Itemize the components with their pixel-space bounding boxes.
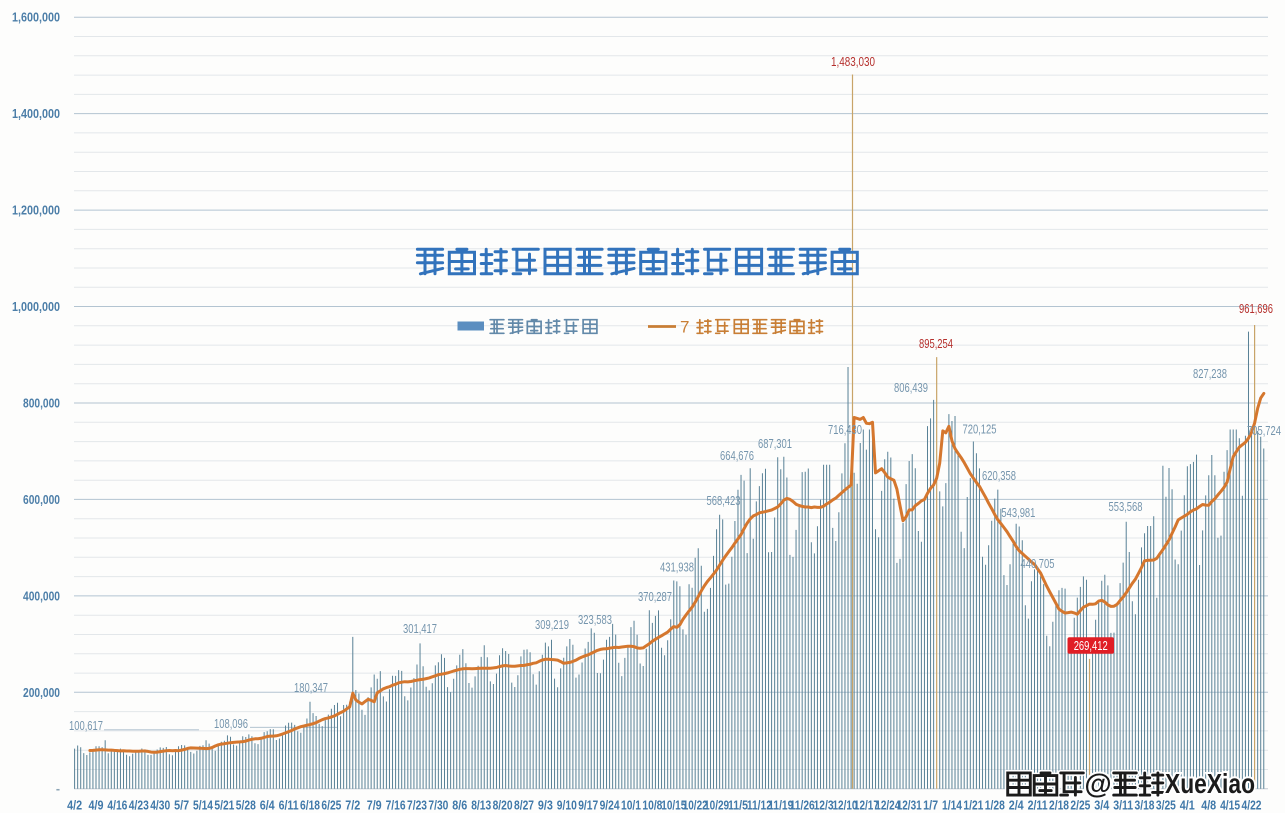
svg-text:323,583: 323,583 [578, 612, 612, 627]
svg-text:1/14: 1/14 [942, 798, 963, 813]
svg-text:720,125: 720,125 [963, 422, 997, 437]
svg-text:11/12: 11/12 [747, 798, 772, 813]
svg-text:4/15: 4/15 [1220, 798, 1240, 813]
svg-text:687,301: 687,301 [758, 436, 792, 451]
svg-text:6/4: 6/4 [260, 798, 276, 813]
svg-text:8/20: 8/20 [493, 798, 513, 813]
svg-text:8/13: 8/13 [471, 798, 491, 813]
svg-text:543,981: 543,981 [1001, 505, 1035, 520]
svg-text:10/8: 10/8 [642, 798, 662, 813]
svg-text:269,412: 269,412 [1074, 639, 1108, 653]
svg-text:9/24: 9/24 [600, 798, 621, 813]
svg-text:370,287: 370,287 [638, 589, 672, 604]
svg-text:806,439: 806,439 [894, 380, 928, 395]
svg-text:@: @ [1084, 768, 1111, 799]
svg-text:11/5: 11/5 [728, 798, 748, 813]
svg-text:12/24: 12/24 [875, 798, 901, 813]
svg-text:9/10: 9/10 [557, 798, 577, 813]
svg-text:7/2: 7/2 [345, 798, 360, 813]
svg-text:5/21: 5/21 [214, 798, 234, 813]
svg-text:1/21: 1/21 [963, 798, 983, 813]
svg-text:11/26: 11/26 [790, 798, 815, 813]
svg-text:6/25: 6/25 [321, 798, 341, 813]
svg-text:180,347: 180,347 [294, 680, 328, 695]
svg-text:11/19: 11/19 [768, 798, 793, 813]
svg-text:664,676: 664,676 [720, 448, 754, 463]
svg-text:1,400,000: 1,400,000 [12, 106, 60, 121]
svg-text:7/16: 7/16 [386, 798, 406, 813]
svg-text:3/25: 3/25 [1156, 798, 1176, 813]
svg-text:705,724: 705,724 [1247, 423, 1281, 438]
svg-text:7: 7 [680, 318, 689, 337]
svg-text:1/28: 1/28 [985, 798, 1005, 813]
svg-text:8/27: 8/27 [514, 798, 534, 813]
svg-text:4/30: 4/30 [150, 798, 170, 813]
svg-text:7/23: 7/23 [407, 798, 427, 813]
svg-text:10/22: 10/22 [683, 798, 708, 813]
svg-text:431,938: 431,938 [660, 560, 694, 575]
svg-text:1,483,030: 1,483,030 [831, 54, 875, 69]
svg-text:716,430: 716,430 [828, 422, 862, 437]
svg-text:3/11: 3/11 [1113, 798, 1133, 813]
svg-text:2/25: 2/25 [1070, 798, 1090, 813]
svg-text:620,358: 620,358 [982, 468, 1016, 483]
svg-text:10/1: 10/1 [621, 798, 641, 813]
svg-text:6/18: 6/18 [300, 798, 320, 813]
svg-text:800,000: 800,000 [23, 396, 60, 411]
svg-text:1,600,000: 1,600,000 [12, 10, 60, 25]
svg-text:12/17: 12/17 [854, 798, 879, 813]
svg-text:2/4: 2/4 [1009, 798, 1025, 813]
svg-text:3/4: 3/4 [1094, 798, 1110, 813]
svg-text:553,568: 553,568 [1109, 499, 1143, 514]
svg-text:2/18: 2/18 [1049, 798, 1069, 813]
svg-text:4/1: 4/1 [1180, 798, 1195, 813]
svg-text:7/30: 7/30 [428, 798, 448, 813]
svg-text:5/14: 5/14 [193, 798, 214, 813]
svg-text:4/8: 4/8 [1201, 798, 1216, 813]
svg-text:12/31: 12/31 [897, 798, 922, 813]
svg-text:100,617: 100,617 [69, 718, 103, 733]
svg-text:4/22: 4/22 [1242, 798, 1262, 813]
svg-text:895,254: 895,254 [919, 336, 953, 351]
svg-text:4/23: 4/23 [129, 798, 149, 813]
svg-text:200,000: 200,000 [23, 685, 60, 700]
svg-text:9/17: 9/17 [578, 798, 598, 813]
svg-text:12/10: 12/10 [833, 798, 858, 813]
svg-text:5/28: 5/28 [236, 798, 256, 813]
svg-text:1,000,000: 1,000,000 [12, 299, 60, 314]
svg-text:961,696: 961,696 [1239, 301, 1273, 316]
svg-text:3/18: 3/18 [1135, 798, 1155, 813]
svg-text:6/11: 6/11 [279, 798, 299, 813]
svg-text:4/2: 4/2 [67, 798, 82, 813]
svg-text:8/6: 8/6 [452, 798, 467, 813]
svg-text:1/7: 1/7 [923, 798, 938, 813]
svg-text:10/15: 10/15 [661, 798, 686, 813]
svg-text:568,423: 568,423 [707, 493, 741, 508]
svg-text:4/16: 4/16 [107, 798, 127, 813]
svg-text:5/7: 5/7 [174, 798, 189, 813]
svg-text:7/9: 7/9 [367, 798, 382, 813]
svg-text:2/11: 2/11 [1028, 798, 1048, 813]
svg-text:440,705: 440,705 [1021, 556, 1055, 571]
svg-text:9/3: 9/3 [538, 798, 553, 813]
svg-text:1,200,000: 1,200,000 [12, 203, 60, 218]
svg-text:XueXiao: XueXiao [1165, 768, 1255, 799]
svg-text:108,096: 108,096 [214, 716, 248, 731]
svg-text:12/3: 12/3 [814, 798, 834, 813]
svg-text:600,000: 600,000 [23, 492, 60, 507]
svg-text:309,219: 309,219 [535, 617, 569, 632]
svg-text:301,417: 301,417 [403, 621, 437, 636]
svg-text:400,000: 400,000 [23, 588, 60, 603]
svg-text:827,238: 827,238 [1193, 366, 1227, 381]
svg-text:10/29: 10/29 [704, 798, 729, 813]
svg-text:4/9: 4/9 [89, 798, 104, 813]
svg-text:-: - [56, 782, 60, 796]
